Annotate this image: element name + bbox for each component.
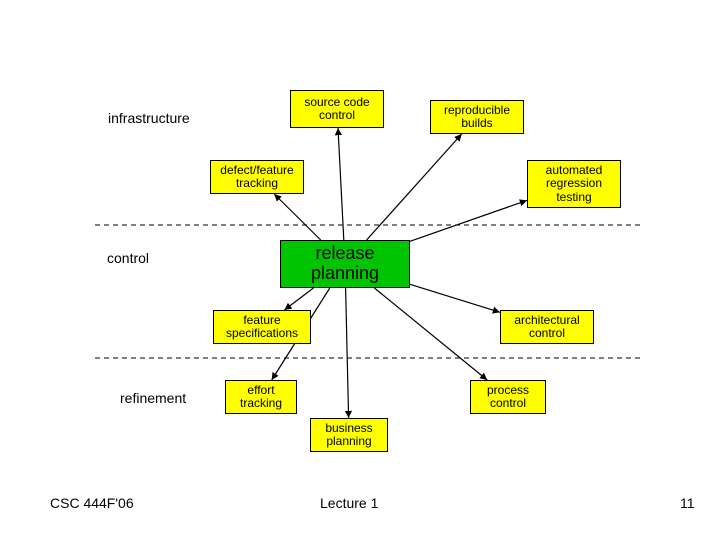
footer-right: 11 [680,495,695,511]
node-process-control: process control [470,380,546,414]
node-architectural-control: architectural control [500,310,594,344]
section-label-infrastructure: infrastructure [108,110,190,126]
node-reproducible-builds: reproducible builds [430,100,524,134]
footer-center: Lecture 1 [320,495,378,511]
node-defect-tracking: defect/feature tracking [210,160,304,194]
section-label-refinement: refinement [120,390,186,406]
node-feature-specs: feature specifications [213,310,311,344]
node-source-code-control: source code control [290,90,384,128]
node-automated-regression: automated regression testing [527,160,621,208]
footer-left: CSC 444F'06 [50,495,134,511]
section-label-control: control [107,250,149,266]
node-business-planning: business planning [310,418,388,452]
node-effort-tracking: effort tracking [225,380,297,414]
node-release-planning: release planning [280,240,410,288]
